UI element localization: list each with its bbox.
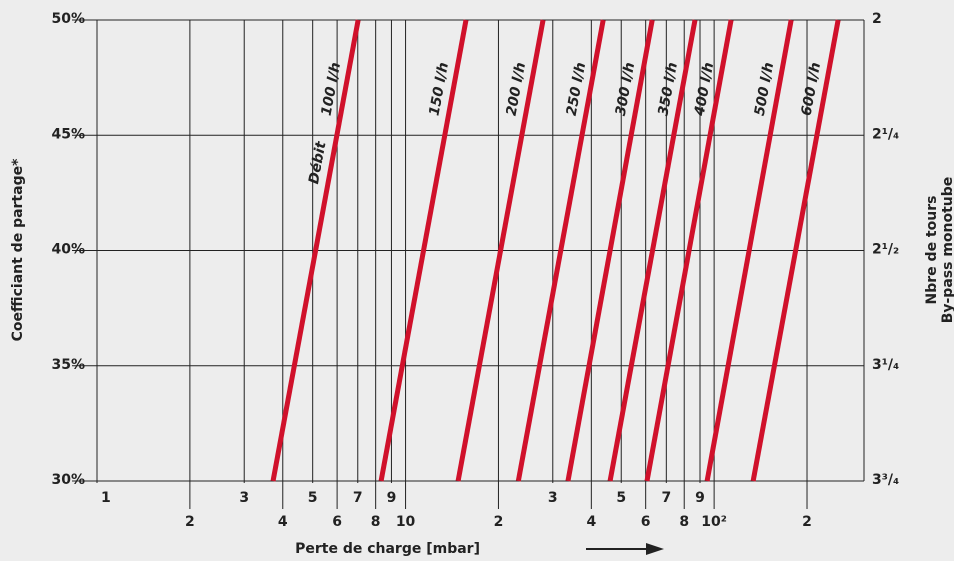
x-tick-label: 9 xyxy=(695,490,705,506)
y-tick-label: 50% xyxy=(51,11,85,27)
x-tick-label: 5 xyxy=(308,490,318,506)
y2-tick-label: 2¹/₂ xyxy=(872,242,899,258)
x-tick-label: 9 xyxy=(387,490,397,506)
y-tick-label: 30% xyxy=(51,472,85,488)
y2-axis-title: By-pass monotube xyxy=(940,177,954,324)
x-tick-label: 2 xyxy=(494,514,504,530)
y2-tick-label: 3¹/₄ xyxy=(872,357,899,373)
y2-axis-title: Nbre de tours xyxy=(924,196,940,305)
flow-line xyxy=(607,19,698,482)
arrow-head xyxy=(646,543,664,555)
x-tick-label: 6 xyxy=(332,514,342,530)
x-tick-label: 7 xyxy=(353,490,363,506)
x-tick-label: 4 xyxy=(586,514,596,530)
x-tick-label: 3 xyxy=(548,490,558,506)
flow-line xyxy=(644,19,734,482)
y2-tick-label: 3³/₄ xyxy=(872,472,899,488)
x-tick-label: 1 xyxy=(101,490,111,506)
flow-line xyxy=(750,19,841,482)
x-tick-label: 10 xyxy=(396,514,416,530)
flow-line xyxy=(270,19,361,482)
y-tick-label: 45% xyxy=(51,126,85,142)
x-tick-label: 8 xyxy=(371,514,381,530)
y-axis-title: Coefficiant de partage* xyxy=(10,158,26,341)
x-tick-label: 10² xyxy=(701,514,727,530)
flow-line xyxy=(704,19,794,482)
x-tick-label: 6 xyxy=(641,514,651,530)
x-tick-label: 8 xyxy=(679,514,689,530)
x-tick-label: 2 xyxy=(185,514,195,530)
flow-line xyxy=(378,19,469,482)
flow-line xyxy=(565,19,655,482)
annotation: Débit xyxy=(306,139,330,185)
x-tick-label: 7 xyxy=(661,490,671,506)
x-tick-label: 2 xyxy=(802,514,812,530)
x-tick-label: 5 xyxy=(616,490,626,506)
y2-tick-label: 2 xyxy=(872,11,882,27)
x-tick-label: 3 xyxy=(239,490,249,506)
flow-line xyxy=(515,19,606,482)
y-tick-label: 35% xyxy=(51,357,85,373)
y-tick-label: 40% xyxy=(51,242,85,258)
x-tick-label: 4 xyxy=(278,514,288,530)
y2-tick-label: 2¹/₄ xyxy=(872,126,899,142)
x-axis-title: Perte de charge [mbar] xyxy=(295,541,480,557)
flow-line xyxy=(455,19,546,482)
